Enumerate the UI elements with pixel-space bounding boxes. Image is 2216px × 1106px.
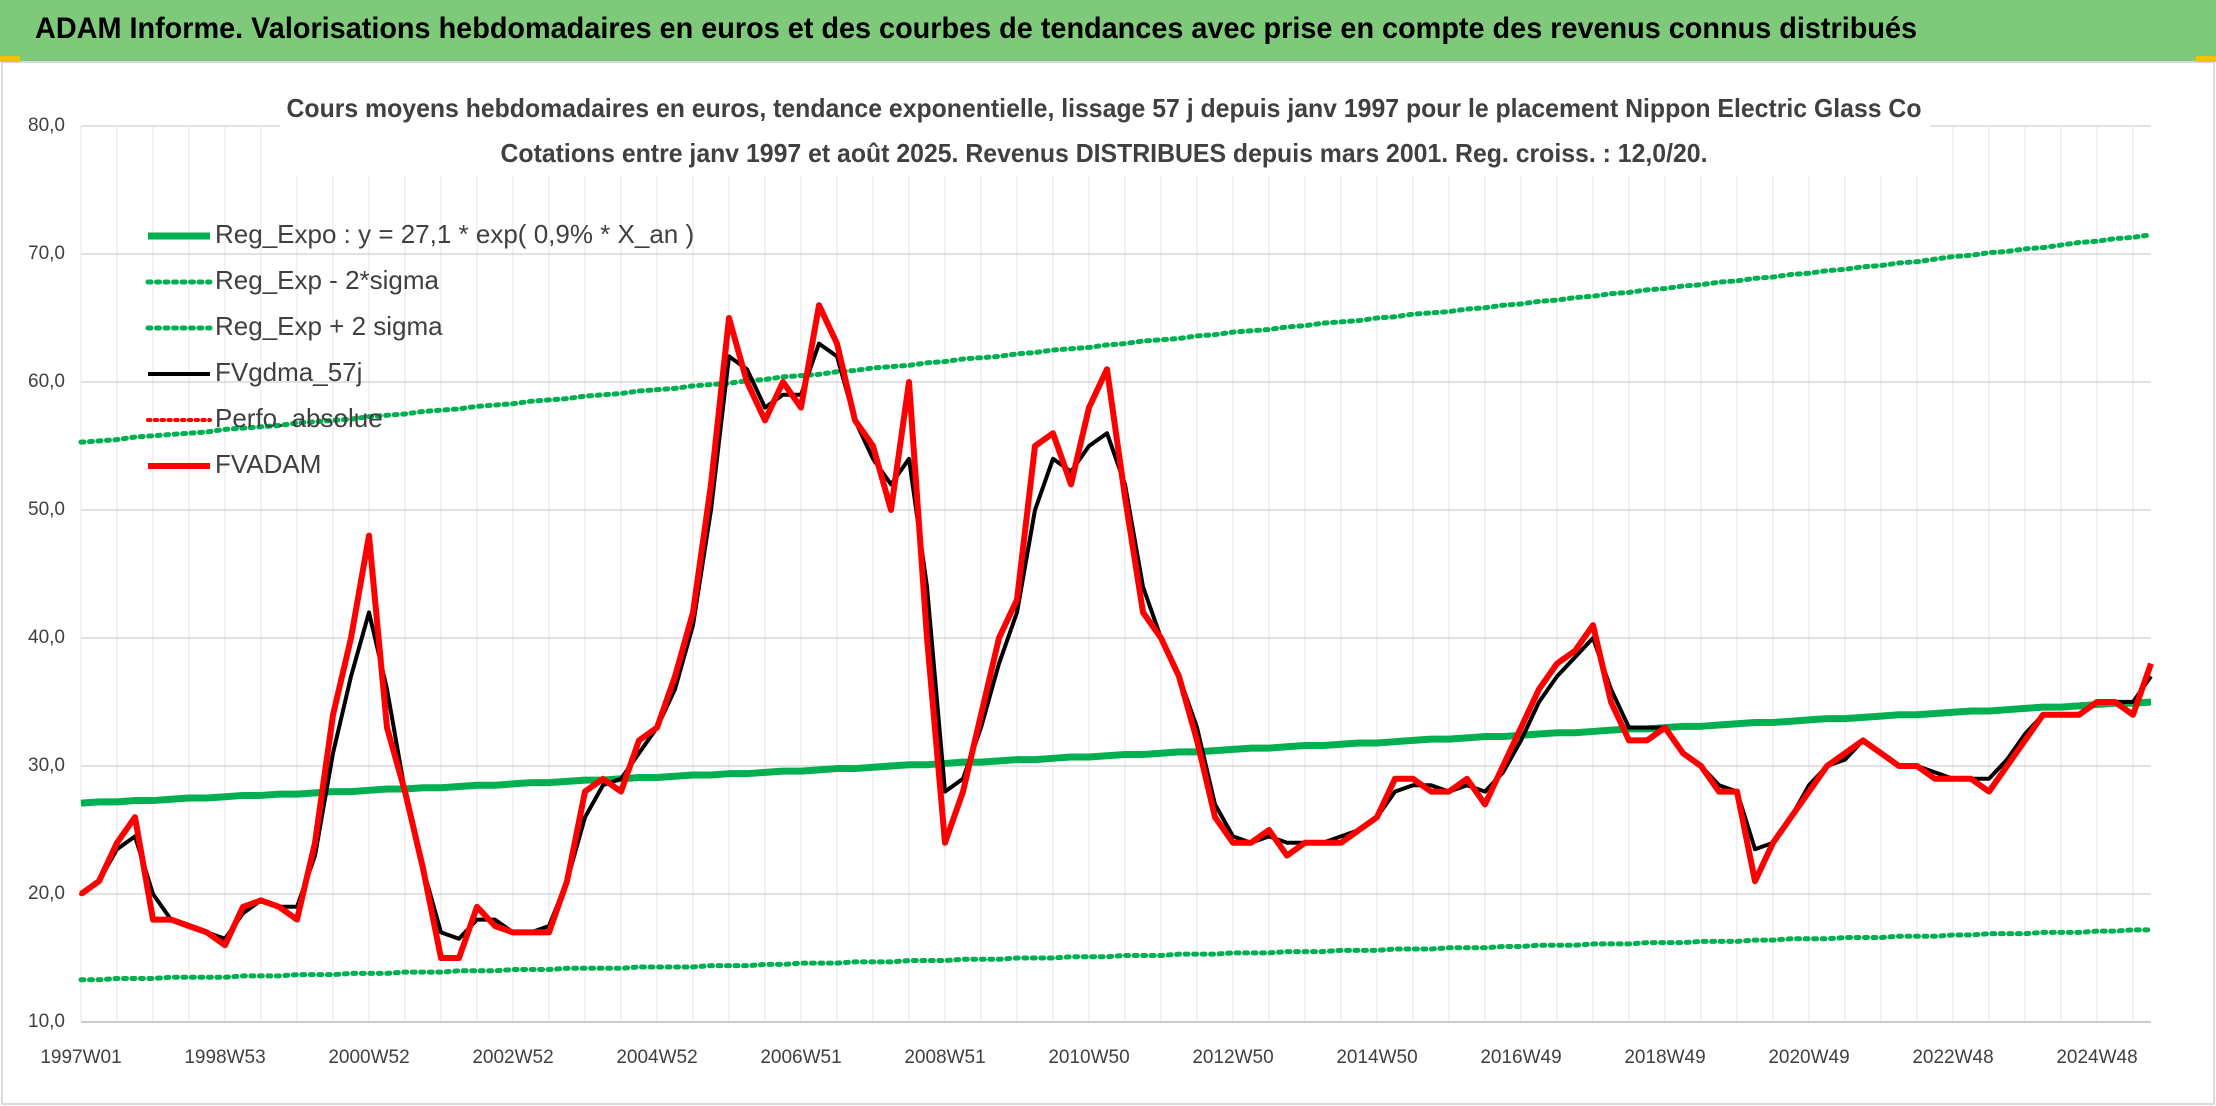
x-tick-label: 2010W50: [1048, 1047, 1129, 1068]
chart-subtitle: Cotations entre janv 1997 et août 2025. …: [501, 138, 1708, 168]
x-tick-label: 1998W53: [184, 1047, 265, 1068]
x-tick-label: 2002W52: [472, 1047, 553, 1068]
x-tick-label: 2012W50: [1192, 1047, 1273, 1068]
legend-label: Perfo. absolue: [215, 403, 383, 433]
grid: [80, 125, 2151, 1023]
header-title: ADAM Informe. Valorisations hebdomadaire…: [35, 12, 1917, 45]
x-tick-label: 2024W48: [2056, 1047, 2137, 1068]
legend-label: Reg_Exp - 2*sigma: [215, 265, 440, 295]
x-tick-label: 2016W49: [1480, 1047, 1561, 1068]
x-tick-label: 1997W01: [40, 1047, 121, 1068]
x-tick-label: 2022W48: [1912, 1047, 1993, 1068]
x-tick-label: 2014W50: [1336, 1047, 1417, 1068]
y-tick-label: 40,0: [28, 627, 65, 648]
x-tick-label: 2020W49: [1768, 1047, 1849, 1068]
legend-label: FVgdma_57j: [215, 357, 362, 387]
header-bar: [0, 0, 2216, 62]
series-line: [79, 302, 2154, 961]
series-line: [78, 927, 2154, 983]
x-tick-label: 2000W52: [328, 1047, 409, 1068]
x-tick-label: 2006W51: [760, 1047, 841, 1068]
corner-mark: [0, 56, 20, 62]
series-line: [78, 232, 2154, 445]
x-tick-label: 2004W52: [616, 1047, 697, 1068]
y-tick-label: 70,0: [28, 243, 65, 264]
y-tick-label: 50,0: [28, 499, 65, 520]
y-tick-label: 30,0: [28, 755, 65, 776]
x-tick-label: 2018W49: [1624, 1047, 1705, 1068]
corner-mark: [2196, 56, 2216, 62]
y-tick-label: 10,0: [28, 1011, 65, 1032]
series-line: [80, 698, 2152, 807]
title-backing: [280, 90, 1930, 176]
legend-label: Reg_Exp + 2 sigma: [215, 311, 443, 341]
legend-label: Reg_Expo : y = 27,1 * exp( 0,9% * X_an ): [215, 219, 694, 249]
legend-label: FVADAM: [215, 449, 321, 479]
y-tick-label: 60,0: [28, 371, 65, 392]
y-tick-label: 80,0: [28, 115, 65, 136]
plot-lines: [78, 232, 2154, 983]
y-tick-label: 20,0: [28, 883, 65, 904]
labels: 10,0 20,0 30,0 40,0 50,0 60,0 70,0 80,0 1997W01 1…: [28, 90, 2138, 1068]
chart-title: Cours moyens hebdomadaires en euros, ten…: [287, 93, 1922, 123]
x-tick-label: 2008W51: [904, 1047, 985, 1068]
